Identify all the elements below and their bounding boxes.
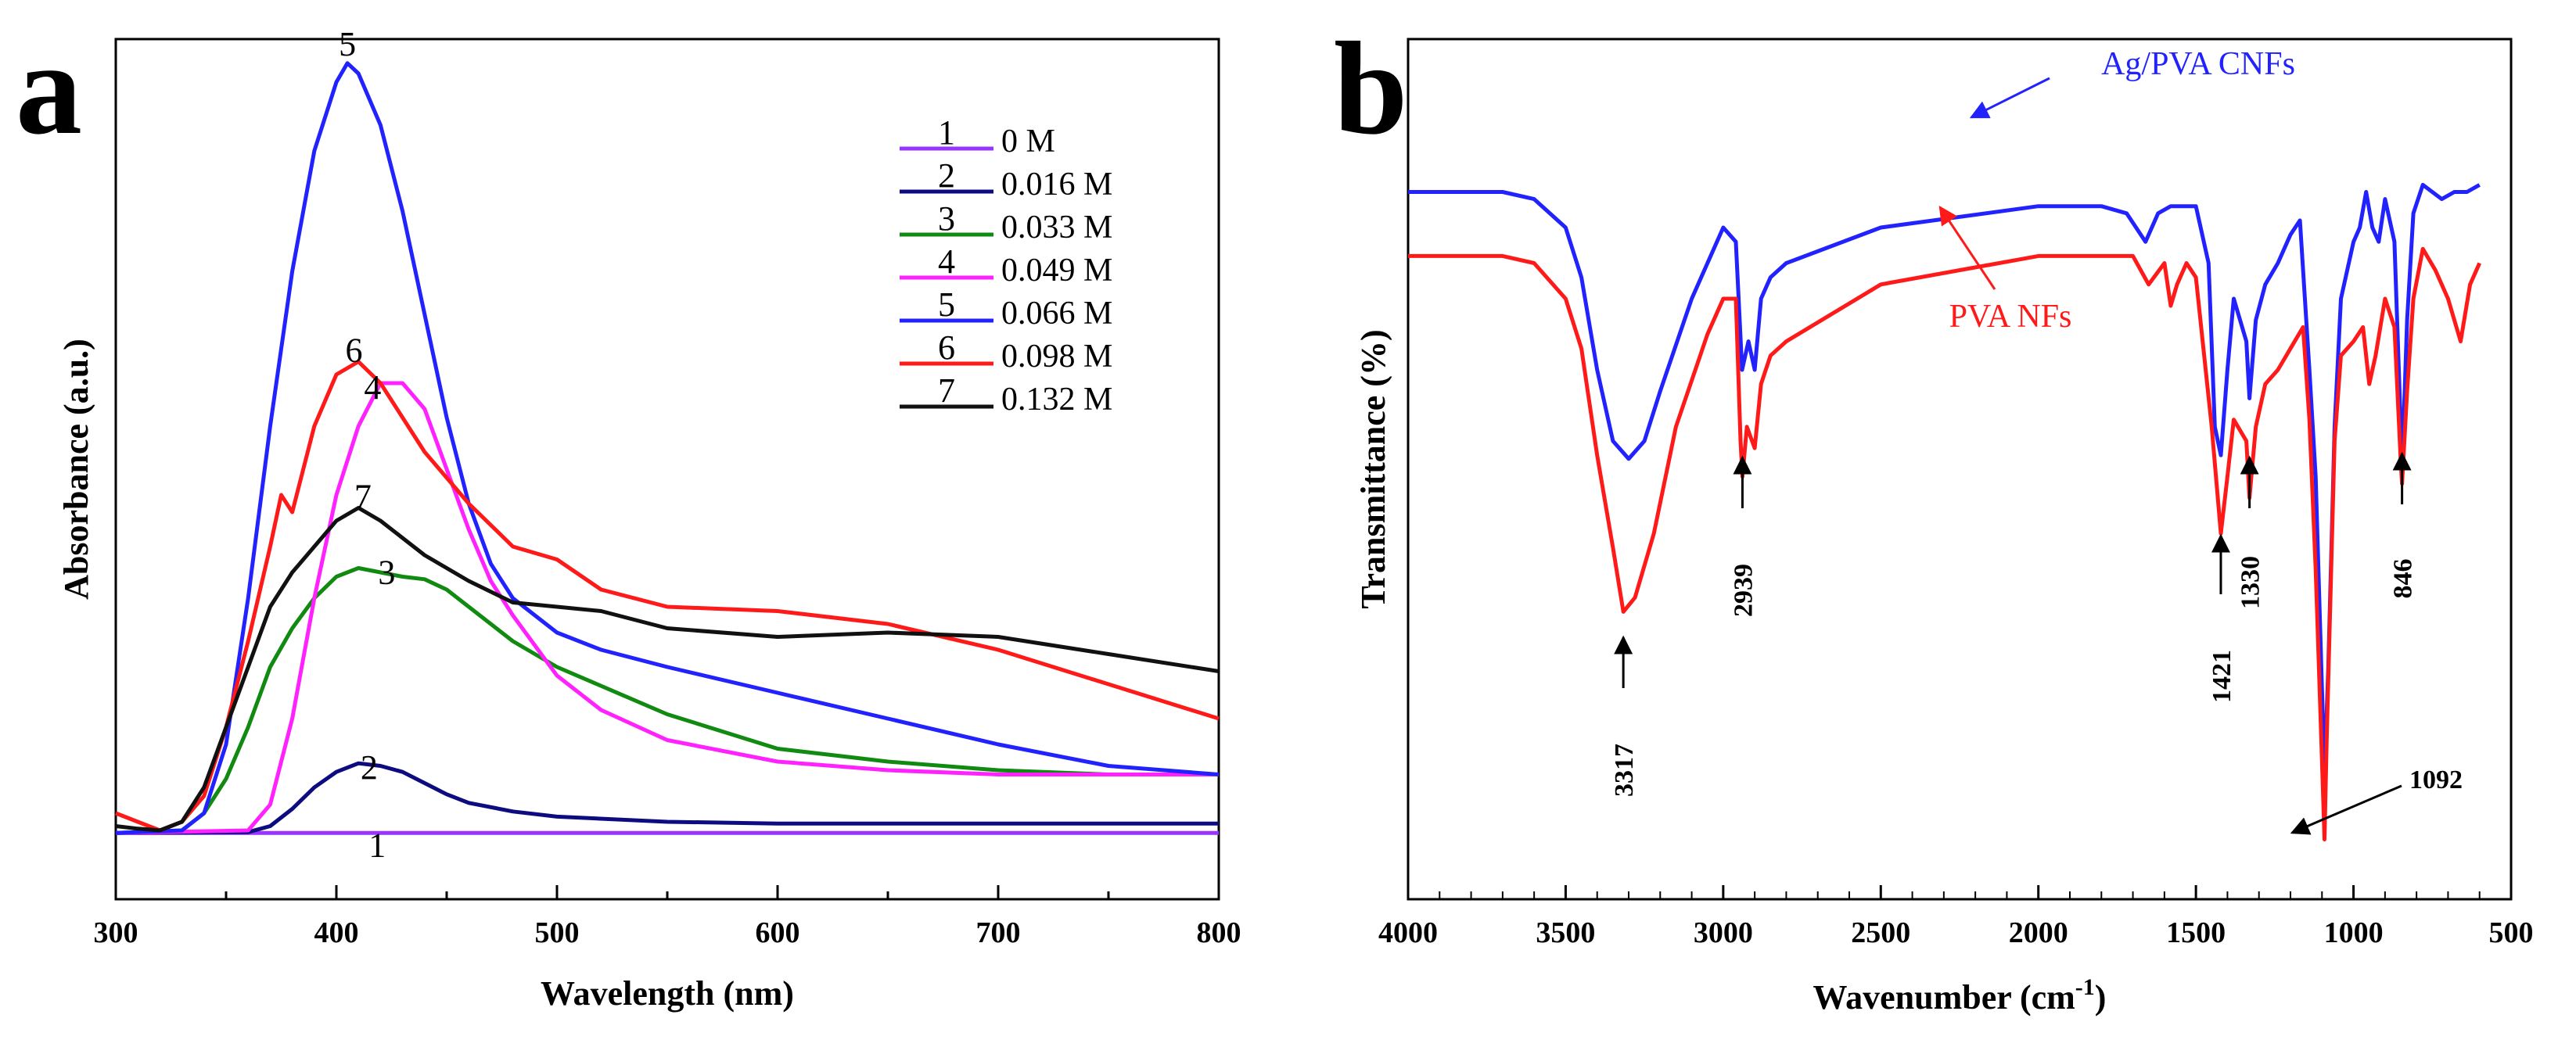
tick-label-400: 400	[314, 916, 359, 949]
tick-label-300: 300	[94, 916, 138, 949]
curve-label-6: 6	[346, 332, 363, 370]
panel-a: a 300 400 500 600 700 800 1 2 3 4 5 6 7 1 0 M 2 0.016 …	[16, 15, 1241, 1013]
peak-label-3317: 3317	[1610, 744, 1639, 797]
legend-label-7: 0.132 M	[1001, 382, 1112, 418]
peak-label-1330: 1330	[2236, 556, 2265, 609]
panel-b-y-axis-label: Transmittance (%)	[1354, 329, 1392, 608]
series-label-arrow-ag	[1969, 77, 2050, 119]
curve-7-0-132-m	[115, 506, 1220, 833]
legend-number-3: 3	[938, 199, 955, 238]
panel-b-annotations: Ag/PVA CNFs PVA NFs 3317 2939 1421 1330 846 109…	[1610, 46, 2463, 835]
curve-label-1: 1	[368, 826, 386, 864]
legend-number-6: 6	[938, 328, 955, 367]
tick-label-2500: 2500	[1851, 916, 1910, 949]
tick-label-2000: 2000	[2009, 916, 2068, 949]
panel-b-x-axis-label: Wavenumber (cm-1)	[1813, 974, 2107, 1017]
curve-label-4: 4	[364, 368, 381, 407]
panel-b-frame	[1407, 38, 2513, 901]
panel-a-x-ticks: 300 400 500 600 700 800	[94, 885, 1241, 949]
curve-3-0-033-m	[115, 566, 1219, 835]
legend-number-2: 2	[938, 156, 955, 195]
legend-label-4: 0.049 M	[1001, 253, 1112, 289]
peak-label-1421: 1421	[2208, 650, 2236, 703]
series-label-arrow-pva	[1938, 206, 1996, 290]
legend-number-5: 5	[938, 285, 955, 324]
curve-5-0-066-m	[115, 61, 1220, 835]
legend-label-1: 0 M	[1001, 124, 1055, 160]
curve-label-3: 3	[378, 554, 395, 592]
curve-label-5: 5	[339, 25, 356, 63]
panel-b-x-ticks: 4000 3500 3000 2500 2000 1500 1000 500	[1378, 885, 2534, 949]
curve-pva-nfs	[1408, 246, 2481, 842]
curve-2-0-016-m	[115, 761, 1219, 835]
tick-label-3000: 3000	[1694, 916, 1753, 949]
tick-label-1000: 1000	[2324, 916, 2384, 949]
legend-label-6: 0.098 M	[1001, 339, 1112, 375]
curve-label-7: 7	[354, 478, 372, 516]
legend-label-2: 0.016 M	[1001, 167, 1112, 203]
legend-number-7: 7	[938, 371, 955, 410]
panel-b-label: b	[1334, 15, 1408, 162]
curve-ag-pva-cnfs	[1408, 182, 2481, 778]
panel-a-legend: 1 0 M 2 0.016 M 3 0.033 M 4 0.049 M 5 0.066 M 6 0.0…	[900, 113, 1112, 418]
tick-label-1500: 1500	[2166, 916, 2226, 949]
tick-label-800: 800	[1197, 916, 1241, 949]
tick-label-4000: 4000	[1378, 916, 1438, 949]
legend-label-5: 0.066 M	[1001, 296, 1112, 332]
panel-b-curves	[1408, 182, 2481, 842]
tick-label-500: 500	[535, 916, 580, 949]
curve-label-2: 2	[361, 748, 378, 787]
legend-number-1: 1	[938, 113, 955, 152]
tick-label-700: 700	[976, 916, 1021, 949]
curve-4-0-049-m	[115, 381, 1219, 835]
tick-label-600: 600	[756, 916, 800, 949]
series-label-ag-pva-cnfs: Ag/PVA CNFs	[2101, 46, 2295, 82]
panel-a-y-axis-label: Absorbance (a.u.)	[57, 339, 95, 600]
series-label-pva-nfs: PVA NFs	[1949, 299, 2072, 335]
curve-6-0-098-m	[115, 360, 1220, 833]
panel-a-curves	[115, 61, 1220, 835]
legend-number-4: 4	[938, 242, 955, 281]
peak-arrow-1092	[2290, 784, 2402, 835]
panel-b: b 4000 3500 3000 2500 2000 1500 1000 500 Ag/PVA…	[1334, 15, 2534, 1017]
panel-a-label: a	[16, 15, 82, 162]
tick-label-500: 500	[2489, 916, 2534, 949]
peak-label-1092: 1092	[2409, 766, 2463, 794]
tick-label-3500: 3500	[1536, 916, 1595, 949]
peak-label-2939: 2939	[1729, 564, 1758, 617]
legend-label-3: 0.033 M	[1001, 210, 1112, 246]
peak-label-846: 846	[2389, 559, 2418, 599]
panel-a-curve-labels: 1 2 3 4 5 6 7	[339, 25, 395, 865]
panel-a-x-axis-label: Wavelength (nm)	[541, 974, 794, 1013]
